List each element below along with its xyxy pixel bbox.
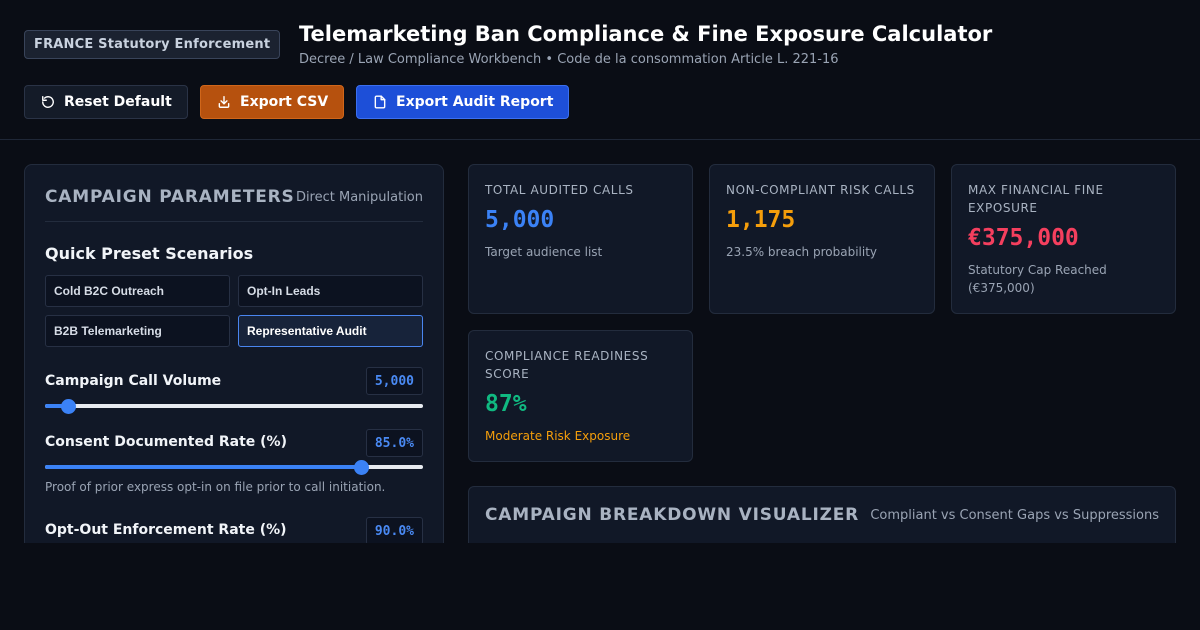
max-fine-card: MAX FINANCIAL FINE EXPOSURE €375,000 Sta… [951, 164, 1176, 314]
card-label: NON-COMPLIANT RISK CALLS [726, 183, 915, 197]
consent-rate-help: Proof of prior express opt-in on file pr… [45, 480, 386, 494]
export-audit-report-button[interactable]: Export Audit Report [356, 85, 569, 119]
call-volume-label: Campaign Call Volume [45, 373, 222, 389]
preset-cold-b2c-outreach[interactable]: Cold B2C Outreach [45, 275, 230, 307]
page-subtitle: Decree / Law Compliance Workbench • Code… [299, 52, 839, 67]
slider-track [45, 404, 423, 408]
slider-thumb[interactable] [60, 399, 76, 414]
header: FRANCE Statutory Enforcement Telemarketi… [0, 0, 1200, 140]
call-volume-value[interactable]: 5,000 [365, 367, 423, 395]
download-icon [218, 96, 230, 108]
preset-opt-in-leads[interactable]: Opt-In Leads [238, 275, 423, 307]
campaign-parameters-panel: CAMPAIGN PARAMETERS Direct Manipulation … [24, 164, 444, 564]
preset-b2b-telemarketing[interactable]: B2B Telemarketing [45, 315, 230, 347]
page-title: Telemarketing Ban Compliance & Fine Expo… [299, 22, 993, 46]
viewport-bottom-background [0, 543, 1200, 630]
card-sub: Target audience list [485, 245, 603, 259]
readiness-score-card: COMPLIANCE READINESS SCORE 87% Moderate … [468, 330, 693, 462]
card-label: MAX FINANCIAL FINE EXPOSURE [968, 183, 1104, 215]
slider-fill [45, 404, 68, 408]
panel-hint: Direct Manipulation [295, 190, 423, 205]
call-volume-slider[interactable] [45, 399, 423, 414]
rotate-ccw-icon [42, 96, 54, 108]
card-sub: Moderate Risk Exposure [485, 429, 631, 443]
slider-fill [45, 465, 361, 469]
reset-default-button[interactable]: Reset Default [24, 85, 188, 119]
reset-default-label: Reset Default [64, 94, 172, 110]
visualizer-hint: Compliant vs Consent Gaps vs Suppression… [870, 508, 1159, 523]
card-label: COMPLIANCE READINESS SCORE [485, 349, 649, 381]
export-csv-label: Export CSV [240, 94, 329, 110]
optout-rate-label: Opt-Out Enforcement Rate (%) [45, 522, 287, 538]
export-csv-button[interactable]: Export CSV [200, 85, 344, 119]
optout-rate-value[interactable]: 90.0% [365, 517, 423, 545]
jurisdiction-badge: FRANCE Statutory Enforcement [24, 30, 281, 59]
total-calls-card: TOTAL AUDITED CALLS 5,000 Target audienc… [468, 164, 693, 314]
consent-rate-value[interactable]: 85.0% [365, 429, 423, 457]
preset-section-title: Quick Preset Scenarios [45, 244, 254, 263]
card-value: 1,175 [726, 207, 796, 233]
card-label: TOTAL AUDITED CALLS [485, 183, 634, 197]
card-value: 87% [485, 391, 527, 417]
export-audit-report-label: Export Audit Report [396, 94, 554, 110]
visualizer-title: CAMPAIGN BREAKDOWN VISUALIZER [485, 505, 860, 525]
card-value: 5,000 [485, 207, 555, 233]
slider-thumb[interactable] [354, 460, 369, 475]
panel-header: CAMPAIGN PARAMETERS Direct Manipulation [45, 165, 423, 222]
card-sub: 23.5% breach probability [726, 245, 878, 259]
panel-title: CAMPAIGN PARAMETERS [45, 187, 295, 207]
file-icon [374, 95, 386, 109]
consent-rate-slider[interactable] [45, 460, 423, 475]
risk-calls-card: NON-COMPLIANT RISK CALLS 1,175 23.5% bre… [709, 164, 935, 314]
card-value: €375,000 [968, 225, 1079, 251]
consent-rate-label: Consent Documented Rate (%) [45, 434, 287, 450]
card-sub: Statutory Cap Reached (€375,000) [968, 263, 1107, 295]
preset-representative-audit[interactable]: Representative Audit [238, 315, 423, 347]
